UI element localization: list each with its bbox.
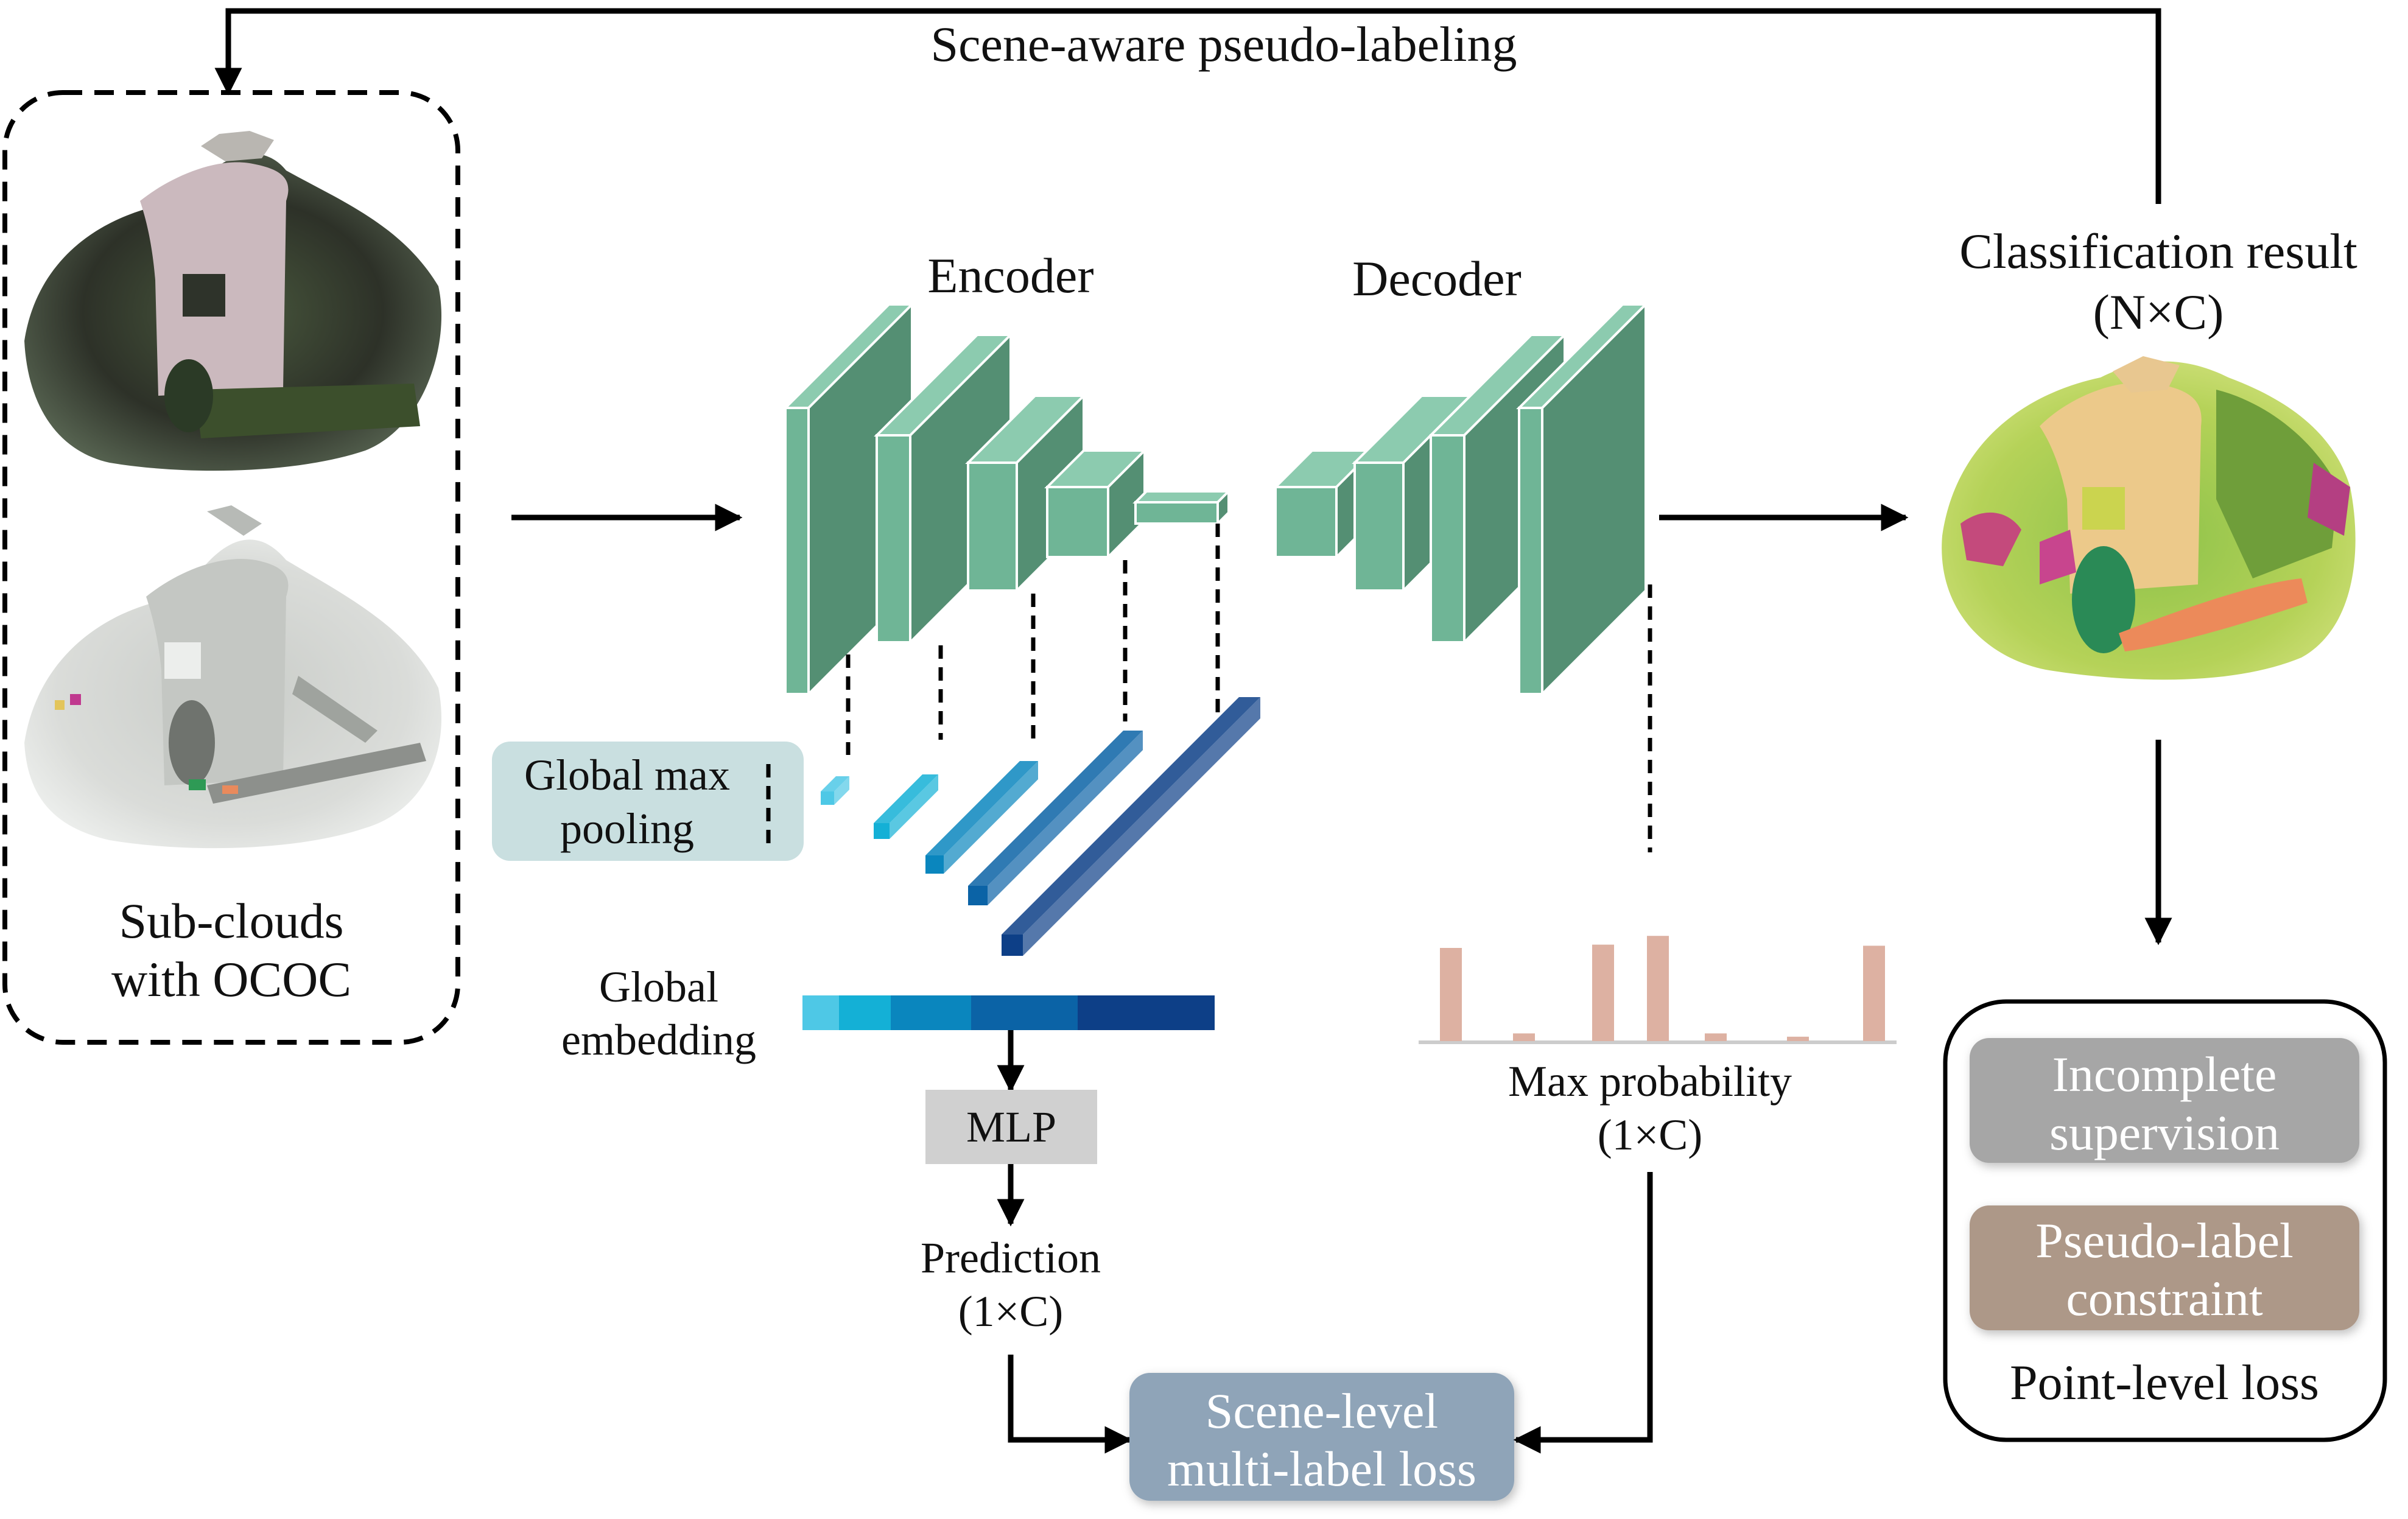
incomplete-supervision-box bbox=[1970, 1038, 2359, 1163]
subclouds-label-line1: Sub-clouds bbox=[119, 893, 344, 949]
feedback-loop-arrow bbox=[214, 8, 2161, 204]
encoder-blocks bbox=[782, 301, 1232, 697]
classification-label-line2: (N×C) bbox=[2093, 284, 2224, 340]
maxprob-to-loss-arrow bbox=[1513, 1172, 1653, 1454]
scene-loss-label-line1: Scene-level bbox=[1206, 1383, 1438, 1439]
embedding-segment-3 bbox=[891, 995, 971, 1030]
probability-bar-1 bbox=[1440, 948, 1462, 1041]
max-prob-label-line2: (1×C) bbox=[1598, 1110, 1703, 1159]
global-max-pooling-box: Global max pooling bbox=[492, 742, 804, 861]
gmp-label-line2: pooling bbox=[560, 804, 694, 853]
scene-level-loss-box bbox=[1129, 1373, 1514, 1501]
encoder-pool-connectors bbox=[846, 524, 1652, 852]
pooled-feature-bars bbox=[821, 697, 1260, 956]
encoder-block-4 bbox=[1044, 447, 1148, 560]
decoder-blocks bbox=[1272, 301, 1649, 697]
subcloud-dark-image bbox=[24, 131, 441, 471]
prediction-label-line2: (1×C) bbox=[958, 1287, 1064, 1336]
embedding-segment-1 bbox=[802, 995, 839, 1030]
mlp-label: MLP bbox=[966, 1103, 1056, 1151]
pooled-bar-3 bbox=[925, 761, 1038, 874]
probability-bar-3 bbox=[1592, 944, 1614, 1041]
max-probability-chart bbox=[1419, 936, 1897, 1044]
pseudo-label-line2: constraint bbox=[2066, 1271, 2263, 1326]
encoder-label: Encoder bbox=[927, 248, 1093, 303]
incomplete-label-line1: Incomplete bbox=[2052, 1047, 2277, 1102]
classification-result-image bbox=[1942, 356, 2356, 680]
max-prob-label-line1: Max probability bbox=[1508, 1057, 1792, 1106]
pseudo-label-line1: Pseudo-label bbox=[2035, 1213, 2294, 1268]
embedding-segment-5 bbox=[1078, 995, 1215, 1030]
prediction-to-loss-arrow bbox=[1008, 1355, 1132, 1454]
pooled-bar-1 bbox=[821, 776, 849, 805]
subclouds-dashed-frame bbox=[2, 90, 460, 1045]
pooled-bar-2 bbox=[874, 774, 938, 839]
global-embedding-label-line2: embedding bbox=[561, 1016, 756, 1064]
embedding-segment-4 bbox=[971, 995, 1078, 1030]
probability-bar-2 bbox=[1513, 1033, 1535, 1041]
embedding-segment-2 bbox=[839, 995, 891, 1030]
global-embedding-bar bbox=[802, 995, 1215, 1030]
scene-loss-label-line2: multi-label loss bbox=[1167, 1441, 1476, 1496]
gmp-label-line1: Global max bbox=[524, 751, 730, 799]
point-level-loss-label: Point-level loss bbox=[2010, 1355, 2319, 1410]
probability-bar-4 bbox=[1647, 936, 1669, 1041]
probability-bar-7 bbox=[1863, 945, 1885, 1041]
pooled-bar-5 bbox=[1002, 697, 1260, 956]
probability-bar-6 bbox=[1787, 1036, 1809, 1041]
probability-bar-5 bbox=[1705, 1033, 1727, 1041]
pseudo-label-constraint-box bbox=[1970, 1205, 2359, 1330]
global-embedding-label-line1: Global bbox=[599, 963, 718, 1011]
subclouds-label-line2: with OCOC bbox=[111, 952, 351, 1007]
incomplete-label-line2: supervision bbox=[2049, 1105, 2280, 1160]
mlp-box: MLP bbox=[925, 1090, 1097, 1164]
decoder-block-4 bbox=[1516, 301, 1649, 697]
encoder-block-5 bbox=[1132, 488, 1232, 527]
classification-label-line1: Classification result bbox=[1959, 223, 2357, 279]
subcloud-grey-image bbox=[24, 505, 441, 849]
subclouds-panel: Sub-clouds with OCOC bbox=[2, 90, 460, 1045]
decoder-label: Decoder bbox=[1352, 251, 1522, 306]
pooled-bar-4 bbox=[968, 731, 1143, 905]
feedback-label: Scene-aware pseudo-labeling bbox=[930, 16, 1517, 72]
prediction-label-line1: Prediction bbox=[921, 1233, 1101, 1282]
